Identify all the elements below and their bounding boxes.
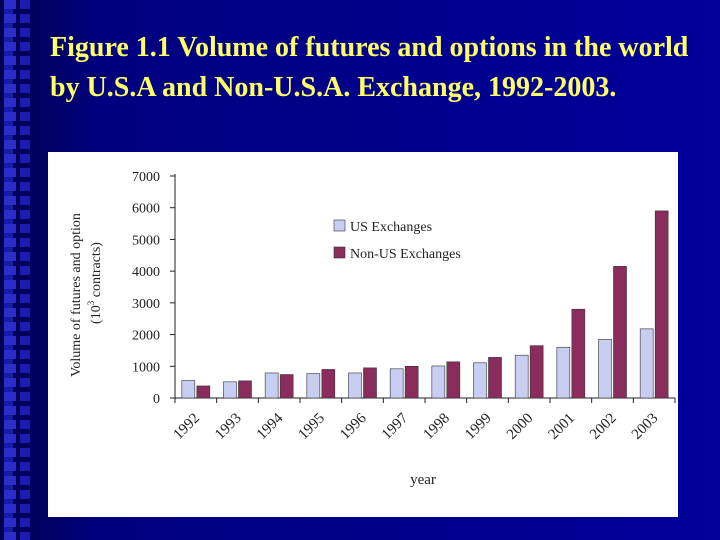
y-tick-label: 4000 [132, 265, 160, 280]
bar-us-1993 [223, 381, 237, 399]
x-tick-label: 1995 [296, 410, 329, 443]
x-axis-ticks: 1992 1993 1994 1995 1996 1997 1998 1999 2000 2001… [171, 398, 676, 443]
slide-title: Figure 1.1 Volume of futures and options… [50, 32, 689, 103]
legend-label-non-us: Non-US Exchanges [350, 247, 461, 262]
decorative-square-strip-inner [20, 0, 30, 540]
x-tick-label: 1998 [421, 410, 454, 443]
bar-non-us-1997 [404, 365, 419, 399]
chart-bars [181, 210, 669, 399]
x-tick-label: 1999 [462, 410, 495, 443]
y-tick-label: 5000 [132, 233, 160, 248]
bar-non-us-1999 [488, 357, 502, 399]
x-tick-label: 1997 [379, 410, 412, 443]
x-tick-label: 2000 [504, 410, 537, 443]
bar-us-1992 [181, 380, 196, 399]
y-tick-label: 2000 [132, 329, 160, 344]
y-axis-label-line1: Volume of futures and option [69, 213, 84, 377]
bar-non-us-1994 [279, 374, 294, 399]
x-tick-label: 2001 [546, 410, 579, 443]
y-tick-label: 6000 [132, 202, 160, 217]
bar-us-1998 [431, 365, 446, 399]
chart-panel: Volume of futures and option (103 contra… [48, 152, 678, 517]
x-axis-label: year [410, 472, 436, 488]
y-axis-label: Volume of futures and option (103 contra… [69, 213, 104, 377]
bar-non-us-1992 [196, 385, 211, 399]
y-tick-label: 3000 [132, 297, 160, 312]
y-tick-label: 0 [153, 392, 160, 407]
legend-swatch-us [333, 219, 346, 232]
chart-legend: US Exchanges Non-US Exchanges [333, 219, 461, 262]
bar-non-us-2000 [529, 345, 544, 399]
y-axis-label-prefix: (10 [89, 305, 104, 324]
bar-us-1999 [473, 362, 487, 399]
y-axis-ticks: 0 1000 2000 3000 4000 5000 6000 7000 [132, 170, 175, 407]
bar-us-1995 [306, 373, 321, 399]
bar-chart: Volume of futures and option (103 contra… [69, 170, 676, 488]
bar-us-2003 [639, 328, 654, 399]
y-axis-label-suffix: contracts) [89, 242, 104, 301]
x-tick-label: 1993 [212, 410, 245, 443]
bar-non-us-1998 [446, 361, 461, 399]
bar-non-us-1995 [321, 369, 336, 399]
legend-label-us: US Exchanges [350, 220, 432, 235]
y-axis-label-superscript: 3 [86, 300, 96, 305]
y-tick-label: 7000 [132, 170, 160, 185]
x-tick-label: 1994 [254, 410, 287, 443]
bar-non-us-1993 [238, 380, 252, 399]
bar-us-2001 [556, 346, 571, 399]
bar-us-1997 [389, 368, 404, 399]
bar-us-2002 [598, 339, 612, 399]
bar-non-us-2003 [654, 210, 669, 399]
legend-swatch-non-us [333, 246, 346, 259]
bar-non-us-2001 [571, 308, 586, 399]
y-tick-label: 1000 [132, 360, 160, 375]
x-tick-label: 1996 [337, 410, 370, 443]
x-tick-label: 1992 [171, 410, 204, 443]
bar-us-1994 [264, 372, 279, 399]
x-tick-label: 2002 [587, 410, 620, 443]
bar-us-1996 [348, 372, 362, 399]
decorative-square-strip [4, 0, 16, 540]
bar-us-2000 [514, 354, 529, 399]
y-axis-label-line2: (103 contracts) [86, 242, 104, 324]
bar-non-us-1996 [363, 367, 377, 399]
bar-non-us-2002 [613, 266, 627, 399]
x-tick-label: 2003 [629, 410, 662, 443]
